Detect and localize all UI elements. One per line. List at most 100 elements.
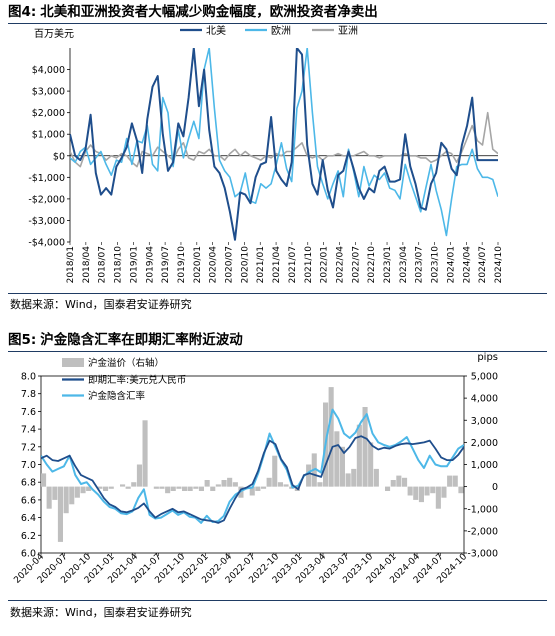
- premium-bar: [255, 486, 261, 491]
- legend-label: 沪金溢价（右轴）: [88, 357, 164, 369]
- x-tick-label: 2021/10: [304, 246, 314, 284]
- premium-bar: [261, 486, 267, 489]
- y-left-tick-label: 6.4: [21, 513, 36, 524]
- y-left-tick-label: 6.6: [21, 495, 36, 506]
- y-tick-label: -$1,000: [28, 173, 65, 184]
- line-series-1: [41, 435, 464, 524]
- figure-1-title: 图4: 北美和亚洲投资者大幅减少购金幅度，欧洲投资者净卖出: [8, 2, 378, 22]
- x-tick-label: 2024/07: [478, 246, 488, 283]
- premium-bar: [396, 475, 402, 487]
- x-tick-label: 2022/07: [351, 246, 361, 283]
- y-left-tick-label: 7.4: [21, 425, 36, 436]
- legend-label: 亚洲: [338, 25, 358, 37]
- premium-bar: [390, 480, 396, 487]
- premium-bar: [41, 473, 47, 487]
- x-tick-label: 2022/01: [320, 246, 330, 283]
- premium-bar: [306, 464, 312, 487]
- y-tick-label: $2,000: [32, 108, 65, 119]
- y-right-tick-label: 5,000: [471, 372, 498, 383]
- x-tick-label: 2021/01: [256, 246, 266, 283]
- x-tick-label: 2023/04: [399, 246, 409, 284]
- x-tick-label: 2020/01: [193, 246, 203, 283]
- x-tick-label: 2023/07: [415, 246, 425, 283]
- premium-bar: [69, 486, 75, 505]
- premium-bar: [441, 486, 447, 498]
- y-left-tick-label: 7.0: [21, 460, 36, 471]
- premium-bar: [356, 424, 362, 487]
- premium-bar: [452, 475, 458, 487]
- figure-1-bottom-rule: [8, 293, 547, 294]
- x-tick-label: 2019/01: [129, 246, 139, 283]
- premium-bar: [80, 486, 86, 494]
- x-tick-label: 2024/04: [462, 246, 472, 284]
- x-tick-label: 2021/07: [288, 246, 298, 283]
- premium-bar: [74, 486, 80, 498]
- x-tick-label: 2019/10: [177, 246, 187, 284]
- figure-2-bottom-rule: [8, 600, 547, 601]
- premium-bar: [63, 486, 69, 514]
- premium-bar: [447, 475, 453, 487]
- figure-1-source: 数据来源：Wind，国泰君安证券研究: [10, 298, 192, 311]
- y-right-tick-label: -1,000: [467, 504, 498, 515]
- premium-bar: [368, 442, 374, 487]
- premium-bar: [182, 486, 188, 491]
- x-tick-label: 2022/04: [335, 246, 345, 284]
- premium-bar: [385, 486, 391, 491]
- y-tick-label: $4,000: [32, 65, 65, 76]
- premium-bar: [170, 486, 176, 491]
- y-left-tick-label: 7.6: [21, 407, 36, 418]
- plot-frame: [40, 375, 465, 554]
- premium-bar: [418, 486, 424, 503]
- x-tick-label: 2022/10: [367, 246, 377, 284]
- legend-swatch: [62, 358, 84, 367]
- premium-bar: [210, 486, 216, 491]
- premium-bar: [232, 482, 238, 487]
- x-tick-label: 2023/10: [431, 246, 441, 284]
- y-tick-label: $0: [53, 151, 65, 162]
- premium-bar: [407, 486, 413, 496]
- premium-bar: [142, 420, 148, 487]
- premium-bar: [193, 486, 199, 489]
- y-left-tick-label: 7.8: [21, 389, 36, 400]
- premium-bar: [120, 484, 126, 487]
- y-tick-label: $1,000: [32, 130, 65, 141]
- line-series-2: [41, 408, 464, 524]
- premium-bar: [339, 446, 345, 487]
- y-tick-label: -$3,000: [28, 216, 65, 227]
- x-tick-label: 2019/07: [161, 246, 171, 283]
- premium-bar: [131, 482, 137, 487]
- premium-bar: [402, 477, 408, 487]
- x-tick-label: 2019/04: [145, 246, 155, 284]
- legend-label: 沪金隐含汇率: [88, 390, 146, 402]
- y-right-unit-label: pips: [477, 352, 498, 363]
- premium-bar: [413, 486, 419, 500]
- premium-bar: [317, 482, 323, 487]
- premium-bar: [125, 486, 131, 489]
- premium-bar: [221, 480, 227, 487]
- premium-bar: [430, 486, 436, 494]
- y-unit-label: 百万美元: [34, 27, 74, 40]
- y-right-tick-label: 0: [492, 482, 498, 493]
- premium-bar: [424, 486, 430, 496]
- figure-2-number: 图5:: [8, 332, 37, 348]
- y-left-tick-label: 6.8: [21, 478, 36, 489]
- legend-label: 北美: [206, 24, 226, 37]
- premium-bar: [153, 486, 159, 489]
- chart-gold-flows: 百万美元 -$4,000 -$3,000 -$2,000 -$1,000 $0 $1,000…: [28, 24, 504, 284]
- premium-bar: [187, 486, 193, 491]
- premium-bar: [345, 473, 351, 487]
- premium-bar: [136, 464, 142, 487]
- y-tick-label: -$2,000: [28, 194, 65, 205]
- figure-2-top-rule: [8, 351, 547, 352]
- y-left-tick-label: 6.2: [21, 531, 36, 542]
- premium-bar: [283, 484, 289, 487]
- x-tick-label: 2020/04: [209, 246, 219, 284]
- line-series-0: [70, 48, 498, 241]
- y-tick-label: -$4,000: [28, 238, 65, 249]
- y-left-tick-label: 8.0: [21, 372, 36, 383]
- figure-2-title: 图5: 沪金隐含汇率在即期汇率附近波动: [8, 330, 243, 350]
- legend-label: 即期汇率:美元兑人民币: [88, 374, 186, 386]
- y-right-tick-label: -2,000: [467, 526, 498, 537]
- premium-bar: [204, 480, 210, 487]
- premium-bar: [97, 486, 103, 489]
